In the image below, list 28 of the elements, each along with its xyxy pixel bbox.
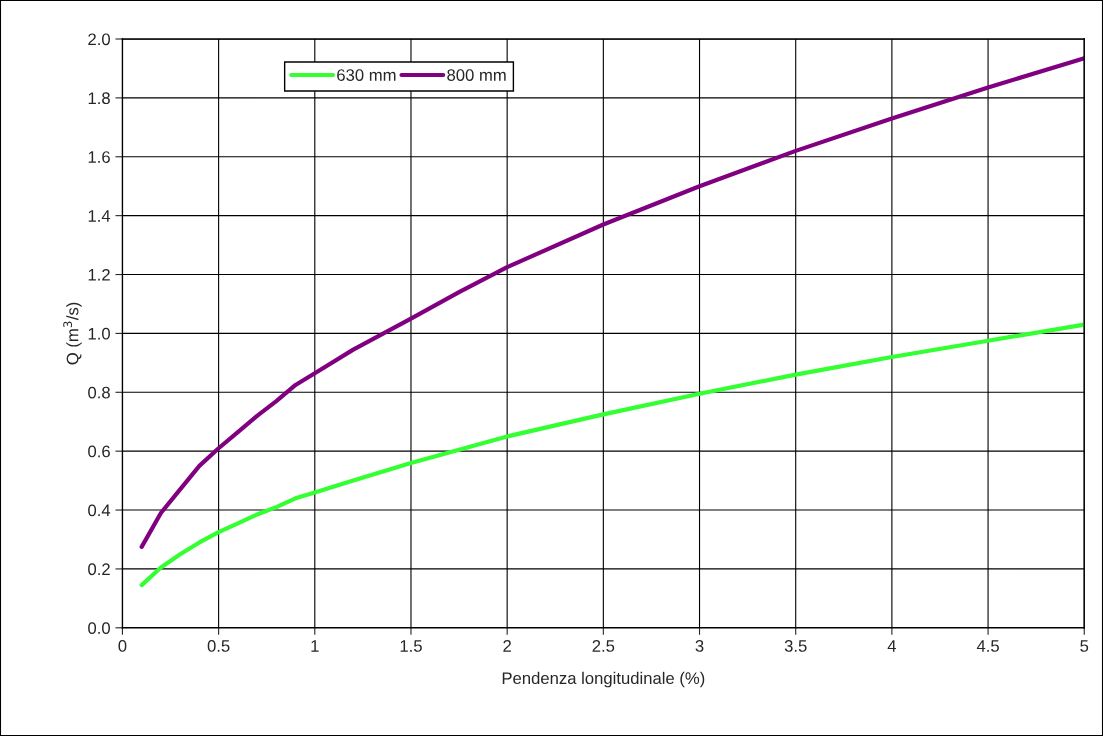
y-tick-label: 1.2 (88, 268, 110, 281)
x-tick-label: 4.5 (976, 640, 999, 652)
x-tick-label: 2 (503, 640, 511, 652)
y-axis-title: Q (m$^{3}$/s) (63, 302, 82, 365)
y-tick-label: 0.4 (88, 504, 111, 517)
y-tick-label: 0.0 (88, 622, 110, 635)
y-tick-label: 1.4 (88, 210, 111, 222)
legend-label: 800 mm (447, 69, 506, 81)
x-tick-label: 1 (311, 640, 319, 652)
y-tick-label: 1.0 (88, 327, 110, 340)
y-tick-label: 0.2 (88, 563, 110, 576)
x-tick-label: 1.5 (400, 640, 422, 652)
y-tick-label: 0.6 (88, 445, 110, 458)
y-tick-label: 1.8 (88, 92, 110, 105)
x-tick-label: 4 (887, 640, 897, 652)
x-tick-label: 3.5 (784, 640, 807, 652)
y-tick-label: 0.8 (88, 386, 110, 399)
y-tick-label: 1.6 (88, 151, 110, 163)
x-tick-label: 3 (695, 640, 704, 652)
x-tick-label: 2.5 (592, 640, 615, 652)
x-tick-label: 5 (1080, 640, 1089, 652)
x-tick-label: 0 (118, 640, 127, 652)
line-series (139, 322, 1085, 588)
y-tick-label: 2.0 (88, 33, 110, 46)
x-axis-title: Pendenza longitudinale (%) (502, 671, 705, 688)
legend-label: 630 mm (337, 69, 396, 81)
line-series (139, 56, 1085, 549)
x-tick-label: 0.5 (207, 640, 230, 652)
